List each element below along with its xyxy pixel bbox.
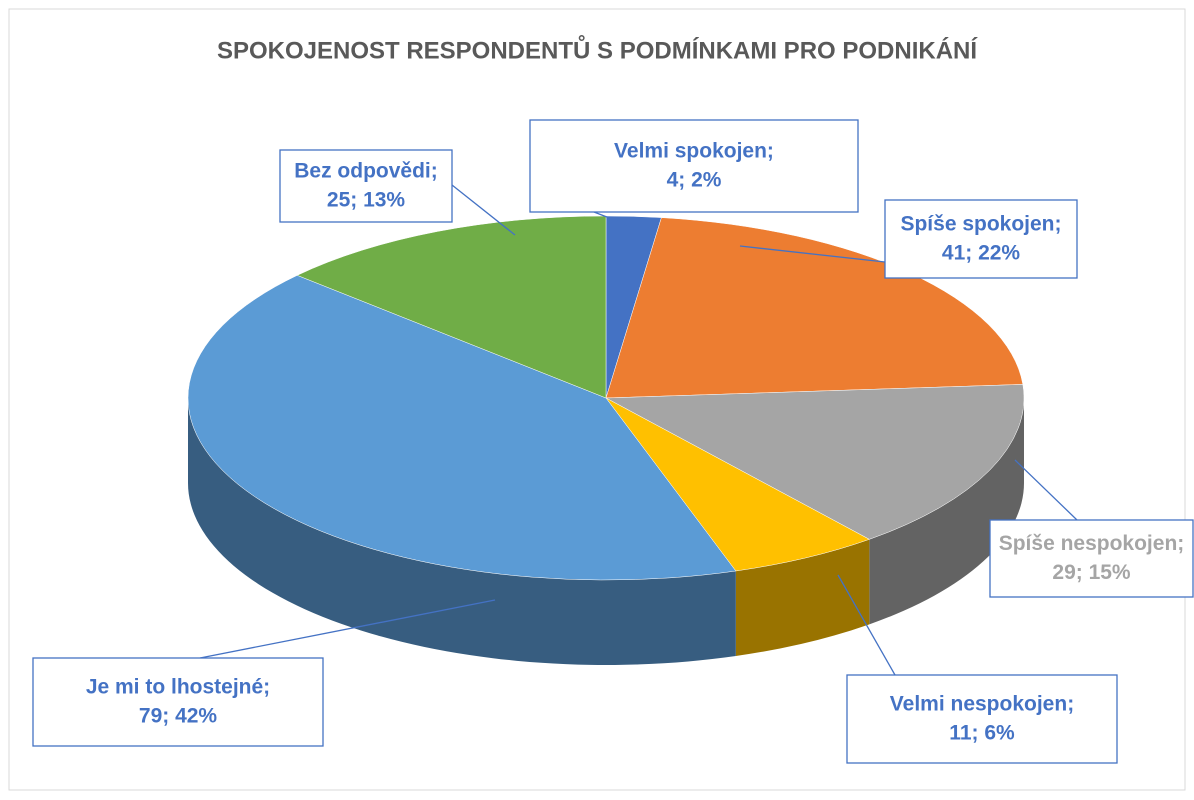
slice-label-value: 4; 2% (667, 169, 722, 192)
slice-label-name: Spíše nespokojen; (999, 532, 1185, 555)
leader-line (1014, 459, 1078, 521)
pie-wall (735, 539, 870, 656)
slice-label-value: 41; 22% (942, 242, 1021, 265)
slice-label-value: 25; 13% (327, 189, 406, 212)
label-box (279, 149, 453, 223)
label-box (989, 519, 1194, 598)
slice-label-value: 29; 15% (1052, 561, 1131, 584)
chart-title: SPOKOJENOST RESPONDENTŮ S PODMÍNKAMI PRO… (217, 34, 978, 64)
slice-label-value: 79; 42% (139, 705, 218, 728)
label-box (846, 674, 1118, 764)
pie-slice (187, 275, 737, 581)
leader-line (199, 599, 496, 659)
label-box (529, 119, 859, 213)
leader-line (837, 574, 896, 676)
leader-line (451, 184, 516, 236)
pie-slice (605, 384, 1025, 540)
slice-label-name: Je mi to lhostejné; (86, 676, 270, 699)
pie-slice (605, 397, 870, 572)
slice-label-name: Bez odpovědi; (294, 160, 438, 183)
label-box (884, 199, 1078, 279)
pie-slice (296, 215, 607, 399)
pie-wall (188, 398, 736, 665)
pie-wall (869, 398, 1024, 625)
slice-label-value: 11; 6% (949, 722, 1015, 745)
leader-line (593, 211, 631, 227)
slice-label-name: Velmi spokojen; (614, 140, 774, 163)
slice-label-name: Spíše spokojen; (900, 213, 1061, 236)
label-box (32, 657, 324, 747)
leader-line (739, 245, 886, 263)
slice-label-name: Velmi nespokojen; (890, 693, 1074, 716)
